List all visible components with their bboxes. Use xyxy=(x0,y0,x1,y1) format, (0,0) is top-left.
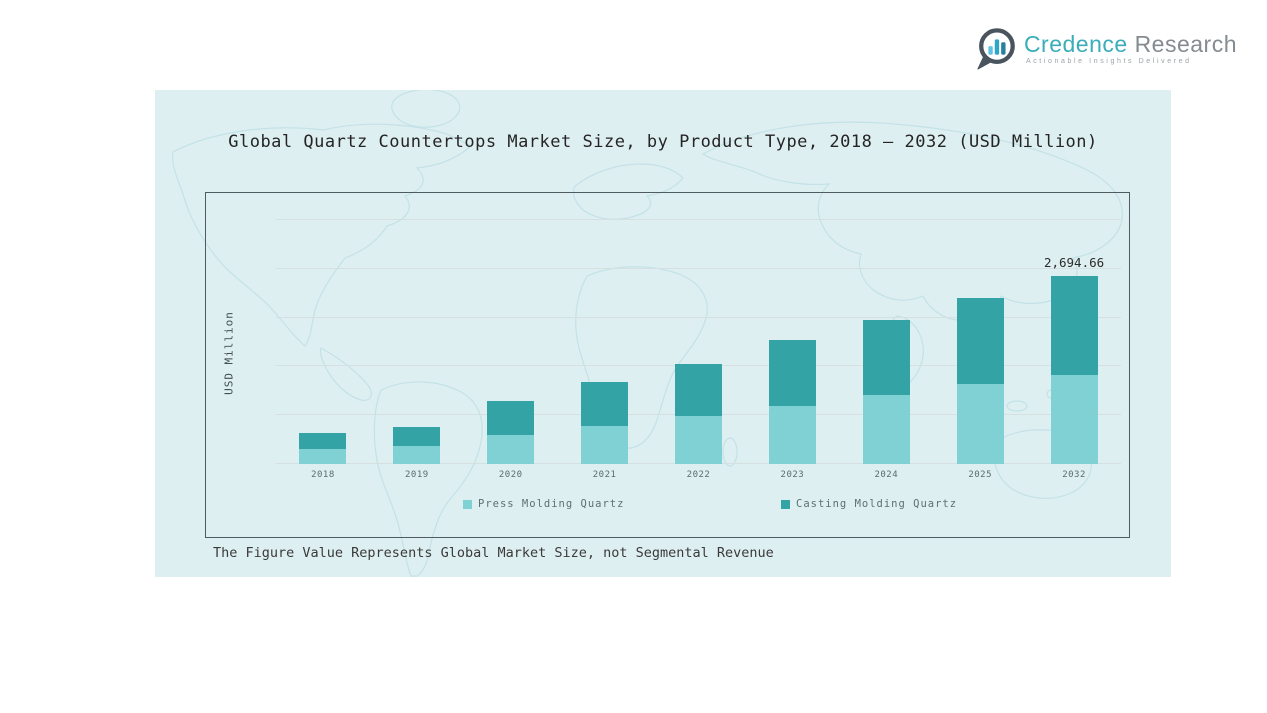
legend-label-casting-molding-quartz: Casting Molding Quartz xyxy=(796,498,958,510)
bar-column-2018 xyxy=(276,220,370,464)
legend-swatch-casting-molding-quartz xyxy=(781,499,790,509)
bar-segment-casting-molding-quartz-2024 xyxy=(862,319,910,395)
bar-column-2032: 2,694.66 xyxy=(1027,220,1121,464)
bar-stack-2022 xyxy=(675,363,722,464)
x-tick-2018: 2018 xyxy=(311,470,335,480)
map-europe xyxy=(572,163,684,220)
bar-segment-press-molding-quartz-2021 xyxy=(581,425,629,464)
x-tick-2032: 2032 xyxy=(1062,470,1086,480)
legend-swatch-press-molding-quartz xyxy=(463,499,472,509)
bar-column-2025 xyxy=(933,220,1027,464)
bar-stack-2032 xyxy=(1050,276,1098,464)
map-central-america xyxy=(319,347,372,401)
bar-segment-casting-molding-quartz-2025 xyxy=(956,298,1004,384)
map-africa xyxy=(575,266,708,449)
bar-stack-2021 xyxy=(581,382,629,464)
chart-plot-box: USD Million 2,694.66 2018 2019 2020 2021 202… xyxy=(205,192,1130,538)
bar-segment-press-molding-quartz-2023 xyxy=(768,405,816,464)
bar-segment-press-molding-quartz-2025 xyxy=(956,383,1004,464)
legend-label-press-molding-quartz: Press Molding Quartz xyxy=(478,498,625,510)
legend-item-casting-molding-quartz: Casting Molding Quartz xyxy=(781,498,957,510)
gridline-2800 xyxy=(276,267,1121,269)
x-tick-2021: 2021 xyxy=(592,470,617,480)
plot-area: 2,694.66 xyxy=(276,219,1121,464)
map-south-america xyxy=(373,381,483,577)
bar-segment-press-molding-quartz-2024 xyxy=(862,394,910,464)
bar-segment-casting-molding-quartz-2019 xyxy=(393,427,441,447)
chart-legend: Press Molding Quartz Casting Molding Quar… xyxy=(206,498,1129,516)
x-tick-2024: 2024 xyxy=(874,470,899,480)
bar-segment-casting-molding-quartz-2020 xyxy=(487,401,535,435)
logo-tagline: Actionable Insights Delivered xyxy=(1025,58,1192,65)
x-axis-tick-labels: 2018 2019 2020 2021 2022 2023 2024 2025 2032 xyxy=(276,470,1121,480)
bar-column-2020 xyxy=(464,220,558,464)
gridline-2100 xyxy=(276,316,1121,318)
bar-stack-2023 xyxy=(768,340,816,464)
chart-panel: Global Quartz Countertops Market Size, b… xyxy=(155,90,1171,577)
bar-segment-press-molding-quartz-2018 xyxy=(299,449,347,464)
logo-brand-name: Credence Research xyxy=(1024,32,1237,56)
legend-item-press-molding-quartz: Press Molding Quartz xyxy=(463,498,624,510)
logo-text: Credence Research Actionable Insights De… xyxy=(1024,32,1237,65)
x-tick-2025: 2025 xyxy=(968,470,993,480)
bar-segment-casting-molding-quartz-2023 xyxy=(768,340,816,406)
bar-stack-2024 xyxy=(862,319,910,464)
bar-segment-casting-molding-quartz-2032 xyxy=(1050,276,1098,375)
bar-column-2024 xyxy=(839,220,933,464)
value-label-2032: 2,694.66 xyxy=(1043,255,1105,271)
figure-note: The Figure Value Represents Global Marke… xyxy=(213,545,774,561)
bar-stack-2025 xyxy=(956,298,1004,464)
bar-chart-speech-bubble-icon xyxy=(977,28,1015,70)
map-north-america xyxy=(172,123,473,347)
x-tick-2022: 2022 xyxy=(686,470,711,480)
bar-segment-press-molding-quartz-2020 xyxy=(487,434,535,464)
bar-segment-press-molding-quartz-2032 xyxy=(1050,374,1098,464)
bar-segment-press-molding-quartz-2019 xyxy=(393,446,441,464)
bar-stack-2020 xyxy=(487,401,535,464)
credence-research-logo: Credence Research Actionable Insights De… xyxy=(975,26,1237,71)
bar-column-2022 xyxy=(652,220,746,464)
x-tick-2019: 2019 xyxy=(404,470,429,480)
bar-segment-casting-molding-quartz-2022 xyxy=(675,363,722,416)
chart-title: Global Quartz Countertops Market Size, b… xyxy=(228,132,1098,152)
bar-stack-2018 xyxy=(299,432,347,464)
gridline-3500 xyxy=(276,219,1121,220)
bar-column-2023 xyxy=(745,220,839,464)
bar-stack-2019 xyxy=(393,427,441,464)
bar-column-2019 xyxy=(370,220,464,464)
map-island-2 xyxy=(1006,400,1028,412)
x-tick-2023: 2023 xyxy=(780,470,805,480)
bar-segment-press-molding-quartz-2022 xyxy=(675,415,722,464)
map-greenland xyxy=(391,90,461,128)
bar-segment-casting-molding-quartz-2021 xyxy=(581,382,629,426)
logo-brand-secondary: Research xyxy=(1134,31,1237,57)
x-tick-2020: 2020 xyxy=(498,470,523,480)
y-axis-label: USD Million xyxy=(222,311,236,395)
bar-column-2021 xyxy=(558,220,652,464)
logo-brand-primary: Credence xyxy=(1023,31,1128,57)
bar-segment-casting-molding-quartz-2018 xyxy=(299,432,347,450)
map-madagascar xyxy=(722,437,738,467)
